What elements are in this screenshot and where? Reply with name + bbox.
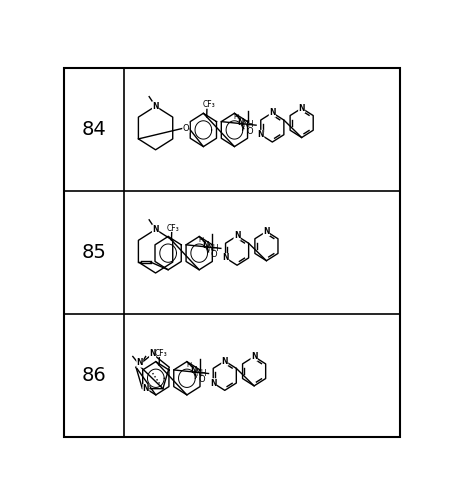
Text: N: N [152,225,158,234]
Text: N: N [298,104,304,112]
Text: N: N [257,130,263,139]
Text: H: H [233,114,238,119]
Text: 85: 85 [81,243,106,262]
Text: 86: 86 [81,366,106,385]
Text: CF₃: CF₃ [202,100,215,110]
Text: N: N [149,350,156,358]
Text: H: H [185,362,191,368]
Text: N: N [268,108,275,117]
Text: N: N [143,384,149,394]
Text: N: N [136,358,143,368]
Text: N: N [233,232,240,240]
Text: CF₃: CF₃ [167,224,179,232]
Text: CF₃: CF₃ [154,349,167,358]
Text: NH: NH [242,120,253,130]
Text: O: O [198,375,205,384]
Text: O: O [210,250,217,259]
Text: N: N [221,356,227,366]
Text: N: N [152,102,158,110]
Text: O: O [245,126,252,136]
Text: N: N [250,352,257,361]
Text: NH: NH [207,244,218,252]
Text: NH: NH [195,368,206,378]
Text: N: N [210,378,216,388]
Text: O: O [182,124,189,132]
Text: N: N [189,366,196,375]
Text: N: N [222,254,228,262]
Text: N: N [237,118,244,127]
Text: 84: 84 [81,120,106,139]
Text: H: H [198,237,203,243]
Text: N: N [262,227,269,236]
Text: N: N [202,241,208,250]
